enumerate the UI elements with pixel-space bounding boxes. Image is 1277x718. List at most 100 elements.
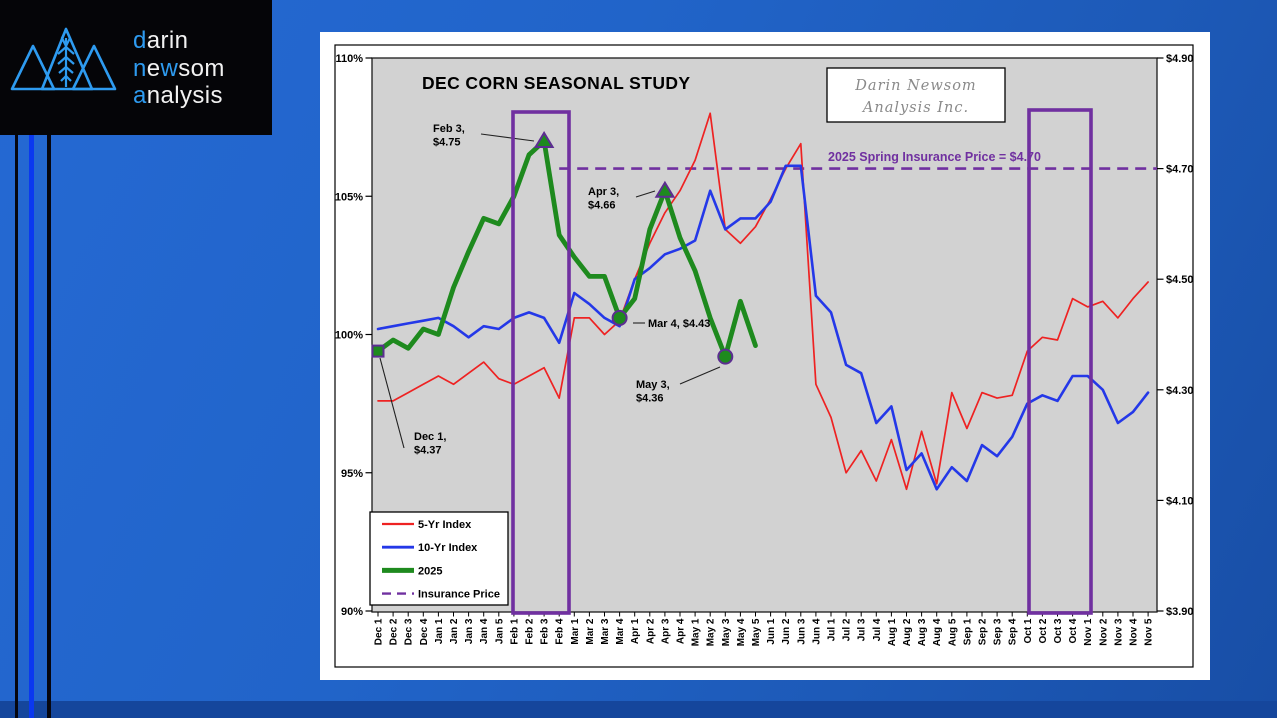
- x-axis-label: Oct 2: [1038, 618, 1049, 643]
- highlight-box-1: [511, 110, 571, 615]
- right-axis-tick-label: $4.50: [1166, 274, 1194, 286]
- x-axis-label: Dec 2: [389, 618, 400, 645]
- x-axis-label: Sep 1: [962, 618, 973, 645]
- x-axis-label: Feb 2: [525, 618, 536, 645]
- left-axis-tick-label: 95%: [341, 468, 363, 480]
- marker-circle-may3: [717, 348, 734, 365]
- marker-square-dec1: [371, 344, 385, 358]
- x-axis-label: Aug 4: [932, 618, 943, 646]
- x-axis-label: Apr 1: [630, 618, 641, 644]
- series-line-5yr: [377, 112, 1149, 491]
- logo-word-newsom: newsom: [133, 54, 225, 82]
- x-axis-label: Dec 3: [404, 618, 415, 645]
- x-axis-label: Jul 1: [827, 618, 838, 641]
- x-axis-label: Jul 4: [872, 618, 883, 641]
- x-axis-label: Dec 4: [419, 618, 430, 645]
- logo-word-analysis: analysis: [133, 82, 223, 109]
- x-axis-label: Jun 4: [811, 618, 822, 645]
- marker-triangle-apr3: [654, 180, 676, 198]
- legend-label: 10-Yr Index: [418, 542, 478, 554]
- right-axis-tick-label: $3.90: [1166, 606, 1194, 618]
- x-axis-label: Jul 3: [857, 618, 868, 641]
- left-axis-tick-label: 105%: [335, 191, 363, 203]
- x-axis-label: Jan 5: [494, 618, 505, 644]
- dna-triangles-wheat-icon: [10, 27, 117, 91]
- x-axis-label: Feb 1: [509, 618, 520, 645]
- x-axis-label: Aug 2: [902, 618, 913, 646]
- left-axis-tick-label: 110%: [335, 53, 363, 65]
- chart-panel: 110% 105% 100% 95% 90% $4.90 $4.70 $4.50 $4.30 $4…: [320, 32, 1210, 680]
- watermark-line-2: Analysis Inc.: [861, 100, 969, 116]
- x-axis-label: Nov 5: [1144, 618, 1155, 646]
- x-axis-label: Sep 2: [978, 618, 989, 645]
- marker-circle-mar4: [611, 309, 628, 326]
- watermark-box: [826, 67, 1006, 123]
- x-axis-label: Apr 4: [676, 618, 687, 644]
- x-axis-label: Mar 3: [600, 618, 611, 645]
- right-axis-tick-label: $4.70: [1166, 164, 1194, 176]
- vertical-stripe-black-right: [47, 130, 51, 718]
- center-triangle-icon: [40, 27, 94, 91]
- x-axis-label: Nov 2: [1098, 618, 1109, 646]
- annotation-label-mar4: Mar 4, $4.43: [648, 318, 710, 330]
- annotation-leader-apr3: [635, 190, 656, 198]
- x-axis-label: Feb 4: [555, 618, 566, 645]
- right-axis-tick-label: $4.30: [1166, 385, 1194, 397]
- x-axis-label: Aug 5: [947, 618, 958, 646]
- x-axis-label: Apr 3: [660, 618, 671, 644]
- legend-label: Insurance Price: [418, 589, 500, 601]
- x-axis-label: May 4: [736, 618, 747, 646]
- left-axis-tick-label: 90%: [341, 606, 363, 618]
- series-line-10yr: [376, 164, 1150, 491]
- annotation-leader-dec1: [379, 357, 405, 449]
- x-axis-label: Nov 1: [1083, 618, 1094, 646]
- x-axis-label: Feb 3: [540, 618, 551, 645]
- x-axis-label: Oct 3: [1053, 618, 1064, 643]
- seasonal-study-chart: 110% 105% 100% 95% 90% $4.90 $4.70 $4.50 $4.30 $4…: [334, 44, 1194, 668]
- annotation-label-may3: May 3, $4.36: [636, 379, 670, 405]
- vertical-stripe-blue: [29, 130, 34, 718]
- x-axis-label: Mar 4: [615, 618, 626, 645]
- x-axis-label: Dec 1: [374, 618, 385, 645]
- x-axis-label: Mar 1: [570, 618, 581, 645]
- annotation-label-feb3: Feb 3, $4.75: [433, 123, 465, 149]
- chart-title: DEC CORN SEASONAL STUDY: [422, 73, 691, 93]
- insurance-price-label: 2025 Spring Insurance Price = $4.70: [828, 150, 1041, 164]
- annotation-leader-feb3: [480, 133, 535, 142]
- legend-label: 5-Yr Index: [418, 519, 472, 531]
- x-axis-label: Nov 3: [1113, 618, 1124, 646]
- x-axis-label: May 1: [691, 618, 702, 646]
- annotation-leader-may3: [679, 366, 721, 385]
- legend-box: [369, 511, 509, 606]
- x-axis-label: Jun 3: [796, 618, 807, 645]
- x-axis-label: Jun 1: [766, 618, 777, 645]
- left-triangle-icon: [10, 44, 56, 91]
- x-axis-label: Jan 4: [479, 618, 490, 644]
- x-axis-label: Aug 1: [887, 618, 898, 646]
- highlight-box-2: [1027, 108, 1093, 615]
- logo-word-darin: darin: [133, 27, 189, 54]
- x-axis-label: Sep 3: [993, 618, 1004, 645]
- left-axis-tick-label: 100%: [335, 330, 363, 342]
- annotation-label-dec1: Dec 1, $4.37: [414, 431, 446, 457]
- right-axis-tick-label: $4.90: [1166, 53, 1194, 65]
- marker-triangle-feb3: [533, 131, 555, 148]
- logo-wordmark: darin newsom analysis: [133, 27, 225, 110]
- x-axis-label: May 3: [721, 618, 732, 646]
- vertical-stripe-black-left: [15, 130, 18, 718]
- x-axis-label: Jul 2: [842, 618, 853, 641]
- annotation-label-apr3: Apr 3, $4.66: [588, 186, 619, 212]
- x-axis-label: Sep 4: [1008, 618, 1019, 645]
- x-axis-label: Jan 2: [449, 618, 460, 644]
- wheat-icon: [57, 27, 75, 87]
- dna-logo: darin newsom analysis: [0, 0, 272, 135]
- x-axis-label: Mar 2: [585, 618, 596, 645]
- x-axis-label: Jun 2: [781, 618, 792, 645]
- x-axis-label: Jan 1: [434, 618, 445, 644]
- watermark-line-1: Darin Newsom: [854, 78, 976, 94]
- x-axis-label: Jan 3: [464, 618, 475, 644]
- x-axis-label: Aug 3: [917, 618, 928, 646]
- x-axis-label: May 5: [751, 618, 762, 646]
- right-axis-tick-label: $4.10: [1166, 495, 1194, 507]
- x-axis-label: May 2: [706, 618, 717, 646]
